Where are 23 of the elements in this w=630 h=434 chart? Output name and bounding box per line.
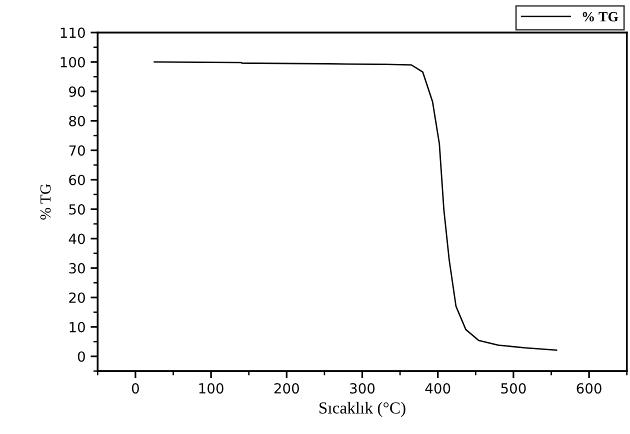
x-tick-label: 100: [199, 383, 224, 394]
y-tick-label: 70: [69, 145, 85, 156]
legend-label: % TG: [582, 12, 618, 22]
y-tick-label: 100: [60, 56, 85, 68]
y-tick-label: 10: [70, 322, 85, 332]
x-tick-label: 0: [132, 383, 139, 394]
y-tick-label: 90: [69, 86, 85, 97]
x-tick-label: 200: [274, 383, 299, 394]
y-tick-label: 20: [69, 292, 85, 303]
x-tick-label: 400: [425, 383, 450, 394]
line-series: [154, 61, 558, 351]
y-tick-label: 40: [68, 234, 85, 244]
x-axis-title: Sıcaklık (°C): [320, 402, 406, 417]
x-tick-label: 300: [350, 383, 375, 394]
y-tick-label: 110: [60, 28, 85, 38]
y-axis-title: % TG: [40, 184, 51, 220]
y-tick-label: 80: [69, 116, 85, 126]
y-tick-label: 0: [78, 351, 85, 362]
y-tick-label: 50: [69, 204, 85, 215]
y-tick-label: 30: [69, 263, 85, 274]
y-tick-label: 60: [69, 174, 85, 186]
x-tick-label: 500: [501, 383, 526, 394]
x-tick-label: 600: [576, 383, 602, 394]
